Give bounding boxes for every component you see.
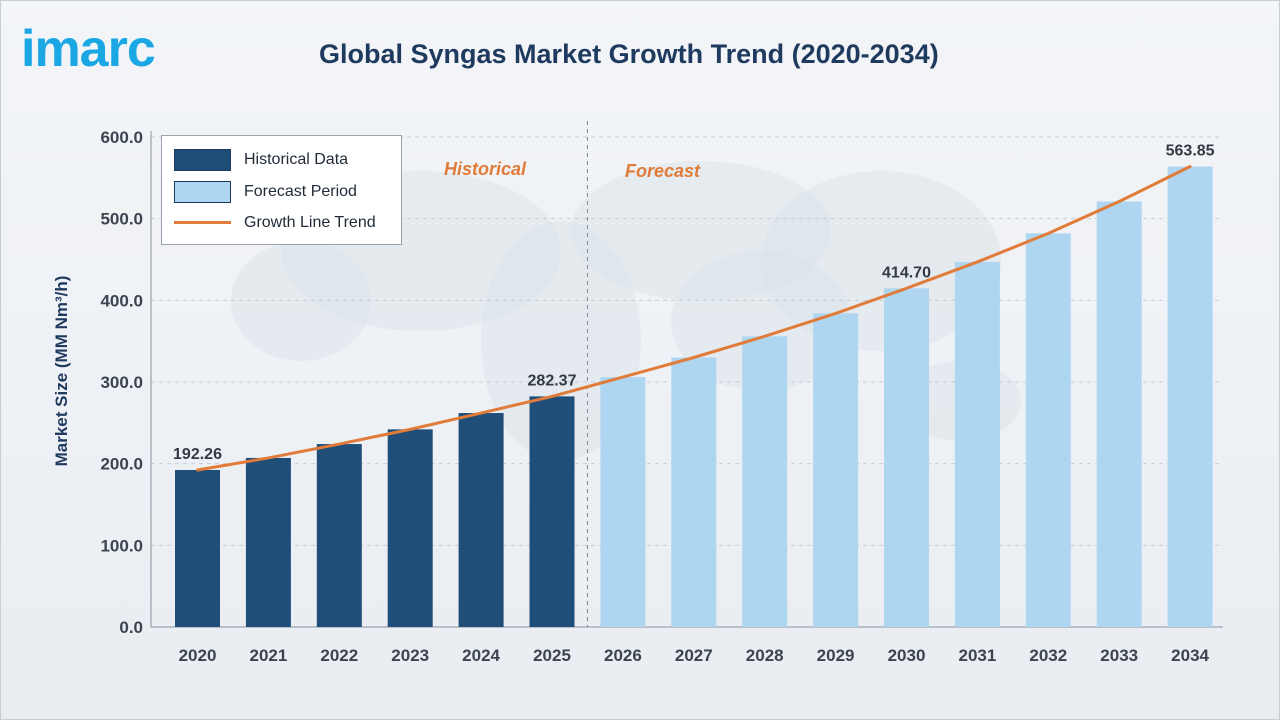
legend-label-forecast: Forecast Period [244,183,357,200]
bar-forecast [884,288,929,627]
y-axis-label: Market Size (MM Nm³/h) [52,275,71,467]
bar-forecast [1096,201,1142,627]
bar-forecast [954,261,1000,627]
x-tick-label: 2021 [249,646,287,665]
logo-text: imarc [21,20,156,78]
x-tick-label: 2025 [533,646,571,665]
legend-label-historical: Historical Data [244,151,349,168]
bars [175,166,1213,627]
imarc-logo: imarc [21,20,156,78]
bar-forecast [742,336,788,627]
y-tick-label: 0.0 [119,618,143,637]
legend-swatch-forecast [174,181,231,203]
y-tick-label: 400.0 [100,291,143,310]
x-tick-label: 2027 [675,646,713,665]
x-tick-label: 2026 [604,646,642,665]
map-shape [761,171,1001,351]
bar-historical [316,444,362,627]
x-tick-label: 2023 [391,646,429,665]
bar-historical [387,429,433,627]
bar-forecast [600,377,646,627]
data-label: 282.37 [528,372,577,389]
legend-item-forecast: Forecast Period [174,181,400,205]
x-tick-label: 2032 [1029,646,1067,665]
chart-labels: 0.0 100.0 200.0 300.0 400.0 500.0 600.0 2020 202… [100,128,1214,665]
chart-legend: Historical Data Forecast Period Growth L… [161,135,402,245]
x-tick-label: 2024 [462,646,500,665]
chart-title: Global Syngas Market Growth Trend (2020-… [319,39,939,69]
x-tick-label: 2022 [320,646,358,665]
trend-line [196,165,1192,472]
historical-annotation: Historical [444,159,527,179]
legend-swatch-growth-line [174,221,231,224]
bar-historical [245,457,291,627]
forecast-annotation: Forecast [625,161,701,181]
world-map-watermark [231,161,1021,461]
y-tick-label: 600.0 [100,128,143,147]
map-shape [231,241,371,361]
legend-label-growth-line: Growth Line Trend [244,214,376,231]
bar-forecast [1167,166,1213,627]
y-tick-label: 200.0 [100,455,143,474]
y-tick-label: 100.0 [100,536,143,555]
bar-forecast [1025,233,1071,627]
x-tick-label: 2030 [888,646,926,665]
bar-forecast [671,357,717,627]
y-tick-label: 300.0 [100,373,143,392]
bar-forecast [813,313,859,627]
y-tick-label: 500.0 [100,210,143,229]
x-tick-label: 2029 [817,646,855,665]
data-label: 563.85 [1166,143,1215,160]
bar-historical [529,396,575,627]
data-label: 192.26 [173,446,222,463]
legend-swatch-historical [174,149,231,171]
legend-item-historical: Historical Data [174,149,400,173]
legend-item-growth-line: Growth Line Trend [174,212,400,236]
x-tick-label: 2031 [958,646,996,665]
x-tick-label: 2034 [1171,646,1209,665]
x-tick-label: 2020 [179,646,217,665]
bar-historical [458,413,504,627]
bar-historical [175,469,220,627]
x-tick-label: 2028 [746,646,784,665]
data-label: 414.70 [882,264,931,281]
x-tick-label: 2033 [1100,646,1138,665]
growth-trend-line [196,165,1192,472]
